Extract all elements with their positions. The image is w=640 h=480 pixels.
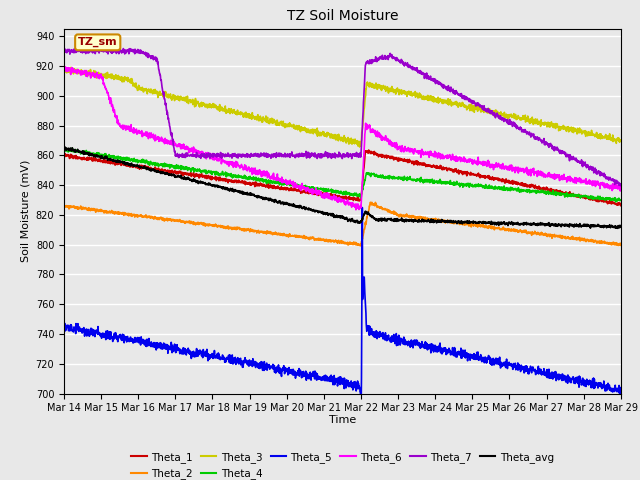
Legend: Theta_1, Theta_2, Theta_3, Theta_4, Theta_5, Theta_6, Theta_7, Theta_avg: Theta_1, Theta_2, Theta_3, Theta_4, Thet… <box>127 448 558 480</box>
X-axis label: Time: Time <box>329 415 356 425</box>
Text: TZ_sm: TZ_sm <box>78 37 118 48</box>
Y-axis label: Soil Moisture (mV): Soil Moisture (mV) <box>20 160 30 263</box>
Title: TZ Soil Moisture: TZ Soil Moisture <box>287 10 398 24</box>
